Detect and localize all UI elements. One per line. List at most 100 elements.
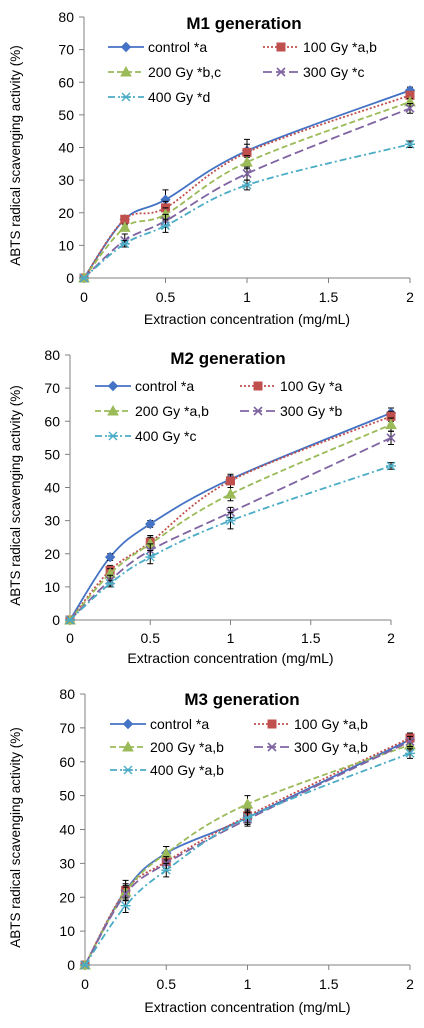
x-tick-label: 1: [243, 289, 251, 305]
series-line: [84, 740, 411, 966]
y-tick-label: 0: [66, 270, 74, 286]
legend-marker: [120, 41, 132, 53]
data-point: [119, 239, 130, 249]
legend-label: 400 Gy *d: [148, 89, 210, 105]
series-line: [69, 423, 392, 621]
series-line: [83, 143, 411, 279]
series-4: [80, 747, 415, 970]
legend-entry: 400 Gy *c: [95, 428, 196, 444]
x-axis-label: Extraction concentration (mg/mL): [144, 311, 350, 327]
y-tick-label: 60: [44, 413, 60, 429]
chart-panel-m1: 0 10 20 30 40 50 60 70 80 0 0.5 1 1.5 2 Extraction con…: [0, 0, 424, 338]
legend-entry: 300 Gy *b: [240, 403, 342, 419]
series-line: [69, 436, 392, 621]
legend-entry: control *a: [95, 378, 194, 394]
data-point: [241, 798, 254, 809]
y-tick-label: 20: [59, 889, 75, 905]
legend-label: 200 Gy *a,b: [150, 739, 224, 755]
y-tick-label: 80: [59, 686, 75, 702]
data-point: [386, 461, 396, 471]
data-point: [405, 736, 415, 746]
x-tick-label: 0: [66, 630, 74, 646]
data-point: [145, 518, 156, 530]
y-tick-label: 30: [58, 172, 74, 188]
y-tick-label: 80: [58, 9, 74, 25]
y-tick-label: 40: [44, 480, 60, 496]
series-line: [83, 94, 411, 279]
y-tick-label: 20: [58, 205, 74, 221]
data-point: [242, 180, 252, 190]
x-tick-label: 1.5: [319, 289, 339, 305]
data-point: [118, 221, 131, 232]
chart-title: M3 generation: [184, 690, 299, 709]
x-axis-label: Extraction concentration (mg/mL): [144, 999, 350, 1015]
y-tick-label: 10: [58, 237, 74, 253]
legend-marker: [122, 718, 134, 730]
series-line: [83, 107, 411, 279]
series-line: [84, 752, 411, 966]
legend-entry: 100 Gy *a,b: [254, 716, 368, 732]
data-point: [405, 139, 415, 149]
legend-entry: 300 Gy *c: [263, 64, 364, 80]
legend-entry: 400 Gy *a,b: [110, 762, 224, 778]
series-line: [69, 412, 392, 621]
x-tick-label: 1.5: [319, 976, 339, 992]
x-tick-label: 1.5: [301, 630, 321, 646]
series-line: [83, 100, 411, 279]
y-tick-label: 30: [59, 855, 75, 871]
data-point: [386, 433, 396, 443]
x-tick-label: 2: [406, 289, 414, 305]
data-point: [80, 960, 90, 970]
x-tick-label: 0.5: [156, 289, 176, 305]
legend-marker: [107, 404, 119, 416]
data-point: [385, 418, 397, 430]
x-tick-label: 0.5: [141, 630, 161, 646]
x-axis-label: Extraction concentration (mg/mL): [127, 650, 333, 666]
legend-marker: [276, 67, 286, 77]
legend-marker: [123, 765, 133, 775]
y-tick-label: 10: [44, 579, 60, 595]
chart-panel-m2: 0 10 20 30 40 50 60 70 80 0 0.5 1 1.5 2 Extraction con…: [0, 338, 424, 678]
y-tick-label: 20: [44, 546, 60, 562]
y-axis-label: ABTS radical scavenging activity (%): [8, 727, 23, 948]
chart-m2: 0 10 20 30 40 50 60 70 80 0 0.5 1 1.5 2 Extraction con…: [8, 347, 397, 666]
legend-label: 200 Gy *b,c: [148, 64, 221, 80]
x-tick-label: 0.5: [157, 976, 177, 992]
legend-marker: [267, 719, 277, 729]
series-line: [84, 738, 411, 966]
legend-label: 300 Gy *a,b: [294, 739, 368, 755]
chart-title: M2 generation: [170, 349, 285, 368]
y-tick-label: 50: [58, 107, 74, 123]
series-4: [79, 139, 415, 283]
x-tick-label: 2: [387, 630, 395, 646]
legend-label: control *a: [135, 378, 194, 394]
y-axis-label: ABTS radical scavenging activity (%): [8, 45, 23, 266]
y-tick-label: 30: [44, 513, 60, 529]
data-point: [242, 169, 252, 179]
y-axis-label: ABTS radical scavenging activity (%): [8, 385, 23, 606]
legend-marker: [122, 740, 134, 752]
legend-marker: [108, 431, 118, 441]
y-tick-label: 10: [59, 923, 75, 939]
series-3: [80, 735, 415, 970]
legend-label: 100 Gy *a: [280, 378, 342, 394]
legend-entry: 200 Gy *b,c: [108, 64, 221, 80]
y-tick-label: 50: [44, 446, 60, 462]
x-tick-label: 1: [227, 630, 235, 646]
legend-entry: 100 Gy *a: [240, 378, 342, 394]
x-tick-label: 1: [244, 976, 252, 992]
data-point: [160, 221, 171, 231]
series-line: [84, 743, 411, 966]
series-line: [69, 415, 392, 621]
y-tick-label: 70: [59, 720, 75, 736]
legend-entry: control *a: [108, 39, 207, 55]
chart-title: M1 generation: [186, 14, 301, 33]
y-tick-label: 0: [52, 612, 60, 628]
data-point: [105, 579, 116, 589]
legend-entry: 200 Gy *a,b: [95, 403, 209, 419]
data-point: [79, 273, 89, 283]
legend-marker: [253, 406, 263, 416]
data-point: [225, 516, 236, 526]
series-3: [79, 102, 415, 283]
legend-entry: 200 Gy *a,b: [110, 739, 224, 755]
